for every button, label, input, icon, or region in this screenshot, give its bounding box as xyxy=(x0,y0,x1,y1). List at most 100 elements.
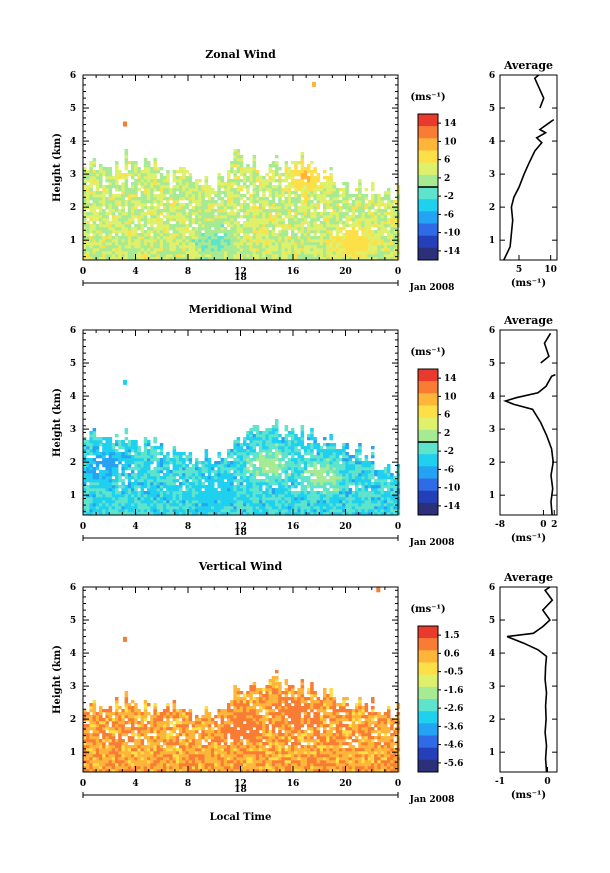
heatmap-cell xyxy=(159,185,164,189)
heatmap-cell xyxy=(127,473,132,477)
heatmap-cell xyxy=(332,503,337,507)
heatmap-cell xyxy=(358,218,362,222)
heatmap-cell xyxy=(230,485,234,489)
heatmap-cell xyxy=(329,497,333,501)
heatmap-cell xyxy=(326,218,330,222)
heatmap-cell xyxy=(364,215,369,219)
heatmap-cell xyxy=(387,488,391,492)
heatmap-cell xyxy=(115,176,119,180)
heatmap-cell xyxy=(131,242,135,246)
x-tick-label: 12 xyxy=(234,267,247,277)
heatmap-cell xyxy=(223,506,228,510)
heatmap-cell xyxy=(313,242,317,246)
heatmap-cell xyxy=(121,506,125,510)
heatmap-cell xyxy=(83,212,87,216)
heatmap-cell xyxy=(367,209,372,213)
heatmap-cell xyxy=(335,251,340,255)
heatmap-cell xyxy=(108,449,113,453)
heatmap-cell xyxy=(118,185,122,189)
heatmap-cell xyxy=(159,251,164,255)
heatmap-cell xyxy=(268,494,273,498)
heatmap-cell xyxy=(243,203,247,207)
heatmap-cell xyxy=(291,176,295,180)
heatmap-cell xyxy=(387,467,391,471)
heatmap-cell xyxy=(143,497,148,501)
heatmap-cell xyxy=(284,503,289,507)
heatmap-cell xyxy=(377,500,381,504)
heatmap-cell xyxy=(127,488,132,492)
heatmap-cell xyxy=(211,470,215,474)
heatmap-cell xyxy=(307,197,311,201)
heatmap-cell xyxy=(239,164,244,168)
heatmap-cell xyxy=(230,164,234,168)
heatmap-cell xyxy=(255,458,260,462)
heatmap-cell xyxy=(367,491,372,495)
heatmap-cell xyxy=(380,239,385,243)
heatmap-cell xyxy=(175,509,180,513)
heatmap-cell xyxy=(188,221,193,225)
heatmap-cell xyxy=(265,473,269,477)
heatmap-cell xyxy=(163,239,167,243)
heatmap-cell xyxy=(236,512,241,516)
heatmap-cell xyxy=(159,179,164,183)
heatmap-cell xyxy=(342,200,346,204)
heatmap-cell xyxy=(323,251,327,255)
heatmap-cell xyxy=(387,470,391,474)
heatmap-cell xyxy=(175,179,180,183)
heatmap-cell xyxy=(131,500,135,504)
heatmap-cell xyxy=(140,230,145,234)
heatmap-cell xyxy=(153,161,157,165)
heatmap-cell xyxy=(83,254,87,258)
heatmap-cell xyxy=(211,488,215,492)
heatmap-cell xyxy=(262,194,266,198)
heatmap-cell xyxy=(255,215,260,219)
heatmap-cell xyxy=(236,509,241,513)
heatmap-cell xyxy=(92,479,97,483)
heatmap-cell xyxy=(249,242,253,246)
heatmap-cell xyxy=(182,167,186,171)
heatmap-cell xyxy=(287,449,292,453)
heatmap-cell xyxy=(239,455,244,459)
heatmap-cell xyxy=(124,476,129,480)
heatmap-cell xyxy=(383,239,388,243)
heatmap-cell xyxy=(387,239,391,243)
heatmap-cell xyxy=(323,212,327,216)
heatmap-cell xyxy=(310,431,314,435)
heatmap-cell xyxy=(319,446,324,450)
heatmap-cell xyxy=(371,212,375,216)
colorbar-swatch xyxy=(418,211,438,224)
heatmap-cell xyxy=(204,455,209,459)
heatmap-cell xyxy=(124,473,129,477)
heatmap-cell xyxy=(255,197,260,201)
heatmap-cell xyxy=(291,449,295,453)
heatmap-cell xyxy=(147,449,151,453)
heatmap-cell xyxy=(182,476,186,480)
heatmap-cell xyxy=(303,452,308,456)
heatmap-cell xyxy=(86,173,90,177)
heatmap-cell xyxy=(252,242,257,246)
heatmap-cell xyxy=(89,440,93,444)
heatmap-cell xyxy=(230,236,234,240)
heatmap-cell xyxy=(262,233,266,237)
x-tick-label: 0 xyxy=(80,267,86,277)
heatmap-cell xyxy=(265,242,269,246)
heatmap-cell xyxy=(127,227,132,231)
heatmap-cell xyxy=(236,239,241,243)
heatmap-cell xyxy=(249,227,253,231)
heatmap-cell xyxy=(255,497,260,501)
heatmap-cell xyxy=(124,233,129,237)
heatmap-cell xyxy=(188,467,193,471)
heatmap-cell xyxy=(287,506,292,510)
heatmap-cell xyxy=(102,251,106,255)
heatmap-cell xyxy=(108,467,113,471)
heatmap-cell xyxy=(102,242,106,246)
heatmap-cell xyxy=(275,482,279,486)
heatmap-cell xyxy=(275,194,279,198)
heatmap-cell xyxy=(243,491,247,495)
heatmap-cell xyxy=(131,503,135,507)
heatmap-cell xyxy=(156,215,161,219)
heatmap-cell xyxy=(108,509,113,513)
heatmap-cell xyxy=(323,254,327,258)
heatmap-cell xyxy=(227,512,231,516)
heatmap-cell xyxy=(300,155,305,159)
